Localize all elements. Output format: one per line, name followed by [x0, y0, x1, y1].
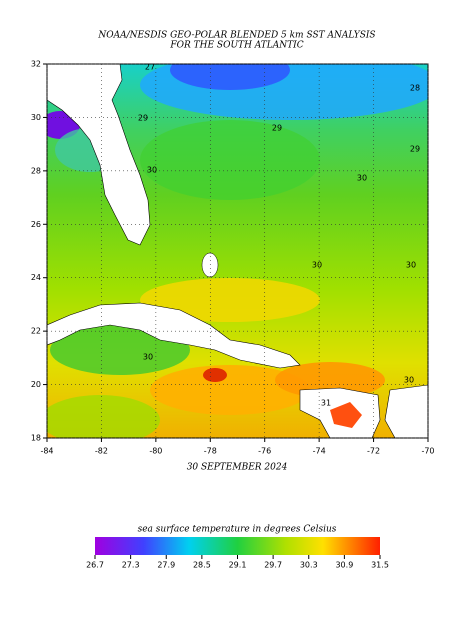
x-tick-label: -70	[421, 447, 434, 456]
colorbar-tick-label: 29.7	[264, 561, 282, 570]
x-tick-label: -74	[313, 447, 326, 456]
contour-label: 30	[406, 261, 416, 270]
contour-label: 30	[147, 166, 157, 175]
contour-label: 29	[272, 124, 282, 133]
x-tick-label: -82	[95, 447, 108, 456]
x-tick-label: -72	[367, 447, 380, 456]
y-tick-label: 30	[31, 113, 41, 122]
contour-label: 29	[410, 145, 420, 154]
contour-label: 31	[321, 399, 331, 408]
x-tick-label: -80	[149, 447, 162, 456]
colorbar-tick-label: 30.3	[300, 561, 318, 570]
colorbar-tick-label: 29.1	[229, 561, 247, 570]
contour-label: 30	[357, 174, 367, 183]
x-tick-label: -76	[258, 447, 271, 456]
colorbar-tick-label: 27.3	[122, 561, 140, 570]
colorbar-tick-label: 30.9	[335, 561, 353, 570]
title-line: NOAA/NESDIS GEO-POLAR BLENDED 5 km SST A…	[97, 31, 375, 41]
title-line: FOR THE SOUTH ATLANTIC	[169, 41, 303, 51]
colorbar	[95, 537, 380, 555]
contour-label: 29	[138, 114, 148, 123]
contour-label: 30	[404, 376, 414, 385]
sst-field	[47, 64, 428, 438]
y-tick-label: 24	[31, 273, 41, 282]
colorbar-tick-label: 26.7	[86, 561, 104, 570]
map-frame	[46, 63, 429, 439]
colorbar-label: sea surface temperature in degrees Celsi…	[138, 525, 337, 535]
x-tick-label: -78	[204, 447, 217, 456]
contour-label: 27	[145, 63, 155, 72]
y-tick-label: 22	[31, 327, 41, 336]
y-tick-label: 18	[31, 434, 41, 443]
contour-label: 28	[410, 84, 420, 93]
map-date: 30 SEPTEMBER 2024	[187, 463, 288, 473]
y-tick-label: 32	[31, 60, 41, 69]
y-tick-label: 28	[31, 166, 41, 175]
colorbar-tick-label: 27.9	[157, 561, 175, 570]
contour-label: 30	[143, 353, 153, 362]
colorbar-tick-label: 31.5	[371, 561, 389, 570]
x-tick-label: -84	[40, 447, 53, 456]
y-tick-label: 26	[31, 220, 41, 229]
y-tick-label: 20	[31, 380, 41, 389]
contour-label: 30	[312, 261, 322, 270]
colorbar-tick-label: 28.5	[193, 561, 211, 570]
